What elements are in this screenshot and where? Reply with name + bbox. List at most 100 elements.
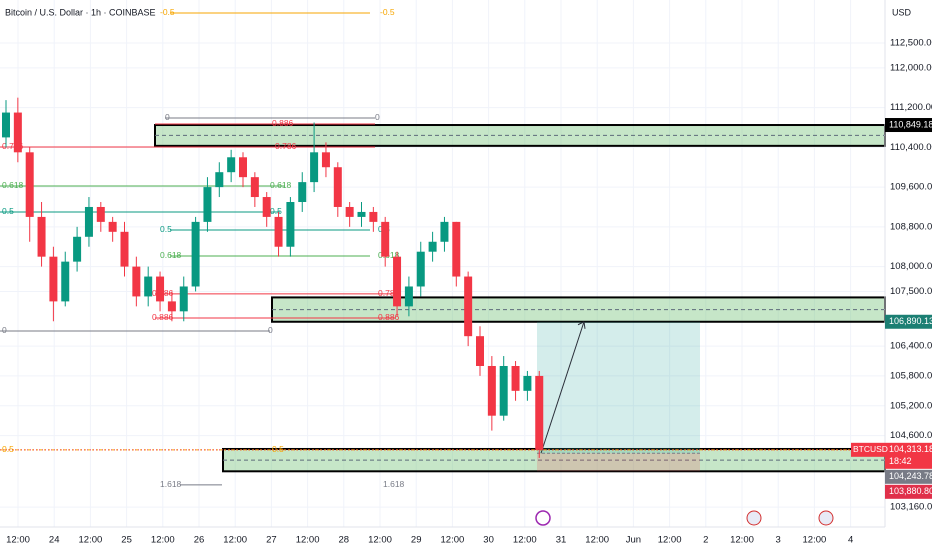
x-tick-label: 12:00: [79, 535, 103, 546]
candle-body: [321, 152, 330, 168]
y-tick-label: 104,600.00: [890, 430, 932, 441]
price-label-box: [885, 469, 932, 484]
candle-body: [25, 152, 34, 217]
y-tick-label: 108,000.00: [890, 261, 932, 272]
candle-body: [535, 375, 544, 450]
candle-body: [274, 216, 283, 247]
x-tick-label: 25: [121, 535, 132, 546]
symbol-label: BTCUSD: [853, 444, 888, 454]
fib-label: 0.886: [272, 118, 294, 128]
candle-body: [73, 236, 82, 262]
candle-body: [120, 231, 129, 267]
fib-label: 0.5: [270, 206, 282, 216]
x-tick-label: 29: [411, 535, 422, 546]
x-tick-label: 31: [556, 535, 567, 546]
candle-body: [487, 365, 496, 416]
price-label: 106,890.13: [889, 316, 932, 326]
candle-body: [523, 375, 532, 391]
price-label-box: [885, 118, 932, 133]
price-label-box: [885, 484, 932, 499]
candle-body: [393, 256, 402, 307]
candle-body: [49, 256, 58, 302]
candle-body: [239, 157, 247, 178]
y-tick-label: 109,600.00: [890, 182, 932, 193]
candle-body: [108, 221, 117, 232]
candle-body: [191, 221, 200, 287]
candle-body: [345, 206, 354, 217]
fib-label: 1.618: [160, 479, 182, 489]
y-tick-label: 110,400.00: [890, 142, 932, 153]
x-tick-label: Jun: [626, 535, 641, 546]
x-tick-label: 12:00: [803, 535, 827, 546]
y-tick-label: 112,500.00: [890, 38, 932, 49]
candle-body: [298, 182, 307, 203]
fib-label: 0.5: [160, 224, 172, 234]
candle-body: [13, 112, 22, 153]
x-tick-label: 3: [776, 535, 781, 546]
projection-arrow: [540, 321, 585, 454]
candle-body: [227, 157, 236, 173]
candle-body: [2, 112, 10, 138]
arrow-head: [577, 321, 586, 329]
y-tick-label: 107,500.00: [890, 286, 932, 297]
x-tick-label: 12:00: [585, 535, 609, 546]
x-tick-label: 12:00: [368, 535, 392, 546]
candle-body: [452, 221, 461, 277]
x-tick-label: 24: [49, 535, 60, 546]
candle-body: [203, 187, 212, 222]
price-label-box: [885, 314, 932, 329]
fib-label: 0.786: [378, 288, 400, 298]
position-stop: [537, 453, 700, 472]
candle-body: [440, 221, 449, 242]
symbol-tag: [851, 442, 885, 457]
x-tick-label: 27: [266, 535, 277, 546]
countdown: 18:42: [889, 456, 912, 466]
candle-body: [84, 206, 93, 237]
candle-body: [179, 286, 188, 312]
fib-label: 0.5: [2, 444, 14, 454]
price-label: 110,849.18: [889, 119, 932, 129]
x-tick-label: 2: [703, 535, 708, 546]
candle-body: [416, 251, 425, 287]
x-tick-label: 12:00: [441, 535, 465, 546]
fib-label: 0.5: [272, 444, 284, 454]
y-tick-label: 111,200.00: [890, 102, 932, 113]
fib-label: 0.786: [275, 141, 297, 151]
candle-body: [132, 266, 141, 297]
fib-label: 0: [268, 325, 273, 335]
fib-label: 0.618: [270, 180, 292, 190]
x-tick-label: 12:00: [296, 535, 320, 546]
candle-body: [464, 276, 473, 337]
candle-body: [333, 167, 342, 207]
candle-body: [156, 276, 165, 302]
candle-body: [404, 286, 413, 307]
fib-label: 0.886: [378, 312, 400, 322]
candle-body: [476, 336, 484, 366]
candle-body: [262, 197, 271, 217]
y-tick-label: 106,400.00: [890, 341, 932, 352]
fib-label: 0: [375, 112, 380, 122]
candle-body: [428, 241, 437, 252]
event-icons: [535, 510, 834, 526]
fib-label: 0.5: [2, 206, 14, 216]
fib-label: 0: [2, 325, 7, 335]
fib-label: 0: [165, 112, 170, 122]
candle-body: [357, 211, 366, 217]
x-tick-label: 12:00: [513, 535, 537, 546]
fib-label: 0.618: [2, 180, 24, 190]
y-tick-label: 108,800.00: [890, 221, 932, 232]
x-tick-label: 12:00: [658, 535, 682, 546]
candle-body: [215, 172, 224, 188]
candle-body: [499, 365, 508, 416]
plot: -0.5 -0.5 0 0 0.886 0.786 0.786 0.618 0.618 0.5 0.…: [0, 7, 886, 489]
candle-body: [381, 221, 390, 257]
candle-body: [310, 152, 319, 183]
candle-body: [286, 202, 295, 247]
fib-label: 0.786: [2, 141, 24, 151]
y-tick-label: 103,160.00: [890, 502, 932, 513]
x-tick-label: 4: [848, 535, 853, 546]
x-tick-label: 12:00: [151, 535, 175, 546]
